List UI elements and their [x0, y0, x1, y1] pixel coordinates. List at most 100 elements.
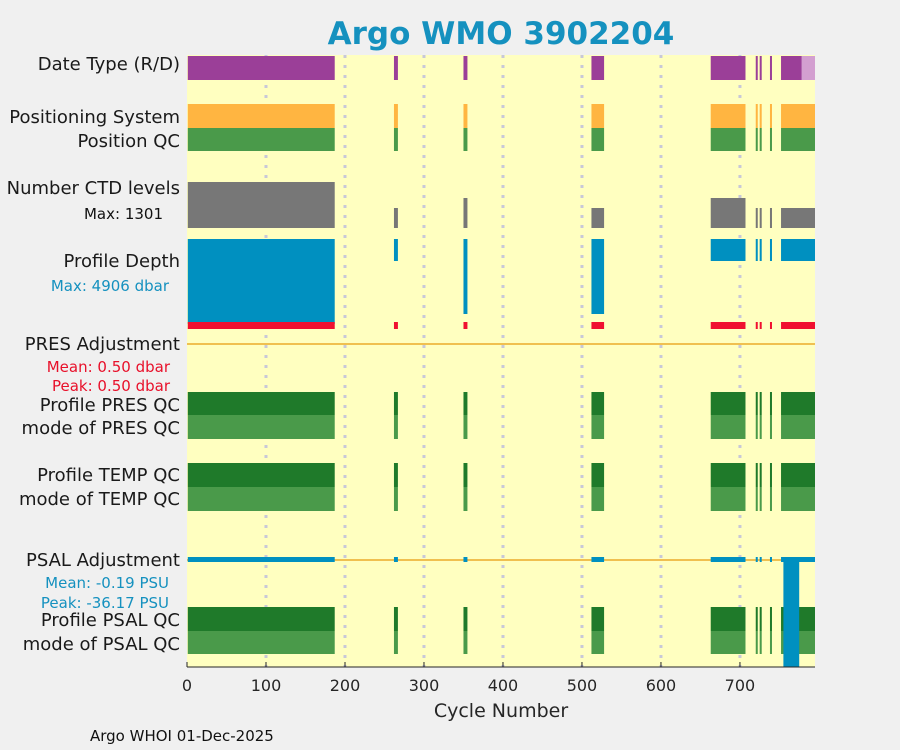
profile-temp-qc-bar — [591, 463, 605, 487]
positioning-system-bar — [463, 104, 468, 128]
profile-psal-qc-bar — [759, 607, 762, 631]
psal-adjustment-bar — [710, 557, 746, 562]
row-label-ctd-levels: Number CTD levels — [7, 178, 180, 199]
ctd-levels-bar — [463, 198, 468, 228]
profile-pres-qc-bar — [591, 392, 605, 415]
profile-psal-qc-bar — [710, 607, 746, 631]
profile-pres-qc-bar — [755, 392, 758, 415]
profile-depth-bar — [755, 239, 758, 261]
date-type-bar — [755, 56, 758, 80]
mode-temp-qc-bar — [710, 487, 746, 511]
psal-adjustment-bar — [591, 557, 605, 562]
profile-psal-qc-bar — [187, 607, 335, 631]
row-label-positioning-system: Positioning System — [9, 107, 180, 128]
profile-depth-bar — [393, 239, 398, 261]
pres-adjustment-bar — [463, 322, 468, 329]
position-qc-bar — [710, 128, 746, 151]
positioning-system-bar — [781, 104, 815, 128]
pres-adjustment-bar — [781, 322, 815, 329]
mode-temp-qc-bar — [187, 487, 335, 511]
ctd-levels-max: Max: 1301 — [84, 205, 163, 223]
profile-depth-max: Max: 4906 dbar — [51, 277, 170, 295]
mode-temp-qc-bar — [781, 487, 815, 511]
date-type-bar — [759, 56, 762, 80]
position-qc-bar — [755, 128, 758, 151]
row-label-profile-psal-qc: Profile PSAL QC — [41, 610, 180, 631]
mode-temp-qc-bar — [393, 487, 398, 511]
row-label-profile-depth: Profile Depth — [63, 251, 180, 272]
positioning-system-bar — [769, 104, 772, 128]
x-axis-label: Cycle Number — [434, 700, 568, 722]
x-tick-label: 300 — [409, 676, 440, 695]
profile-psal-qc-bar — [463, 607, 468, 631]
mode-psal-qc-bar — [463, 631, 468, 654]
mode-pres-qc-bar — [759, 415, 762, 439]
position-qc-bar — [591, 128, 605, 151]
pres-adjustment-bar — [591, 322, 605, 329]
mode-temp-qc-bar — [591, 487, 605, 511]
mode-pres-qc-bar — [393, 415, 398, 439]
profile-depth-bar — [781, 239, 815, 261]
mode-pres-qc-bar — [463, 415, 468, 439]
mode-pres-qc-bar — [769, 415, 772, 439]
mode-psal-qc-bar — [591, 631, 605, 654]
profile-temp-qc-bar — [710, 463, 746, 487]
profile-pres-qc-bar — [187, 392, 335, 415]
x-tick-label: 700 — [725, 676, 756, 695]
position-qc-bar — [187, 128, 335, 151]
psal-adjustment-mean: Mean: -0.19 PSU — [45, 574, 169, 592]
date-type-bar — [187, 56, 335, 80]
pres-adjustment-bar — [769, 322, 772, 329]
row-label-mode-pres-qc: mode of PRES QC — [22, 418, 180, 439]
pres-adjustment-mean: Mean: 0.50 dbar — [47, 358, 171, 376]
profile-pres-qc-bar — [393, 392, 398, 415]
position-qc-bar — [759, 128, 762, 151]
row-label-mode-temp-qc: mode of TEMP QC — [19, 489, 180, 510]
ctd-levels-bar — [187, 182, 335, 228]
mode-temp-qc-bar — [769, 487, 772, 511]
positioning-system-bar — [755, 104, 758, 128]
date-type-bar — [463, 56, 468, 80]
psal-adjustment-peak: Peak: -36.17 PSU — [41, 594, 169, 612]
mode-temp-qc-bar — [755, 487, 758, 511]
position-qc-bar — [393, 128, 398, 151]
x-tick-label: 0 — [182, 676, 192, 695]
row-label-psal-adjustment: PSAL Adjustment — [26, 550, 180, 571]
profile-psal-qc-bar — [591, 607, 605, 631]
profile-depth-bar — [710, 239, 746, 261]
pres-adjustment-bar — [755, 322, 758, 329]
row-label-position-qc: Position QC — [77, 131, 180, 152]
date-type-bar — [591, 56, 605, 80]
x-tick-label: 200 — [330, 676, 361, 695]
ctd-levels-bar — [591, 208, 605, 228]
mode-psal-qc-bar — [187, 631, 335, 654]
footer-credit: Argo WHOI 01-Dec-2025 — [90, 727, 274, 745]
profile-pres-qc-bar — [769, 392, 772, 415]
pres-adjustment-bar — [710, 322, 746, 329]
mode-pres-qc-bar — [591, 415, 605, 439]
positioning-system-bar — [591, 104, 605, 128]
row-label-mode-psal-qc: mode of PSAL QC — [23, 634, 180, 655]
positioning-system-bar — [187, 104, 335, 128]
profile-depth-bar — [463, 239, 468, 314]
mode-temp-qc-bar — [759, 487, 762, 511]
profile-psal-qc-bar — [769, 607, 772, 631]
row-label-profile-pres-qc: Profile PRES QC — [40, 395, 180, 416]
profile-temp-qc-bar — [755, 463, 758, 487]
positioning-system-bar — [710, 104, 746, 128]
x-axis — [186, 662, 815, 668]
data-marks — [187, 56, 815, 667]
grid-lines — [264, 55, 742, 667]
row-label-date-type: Date Type (R/D) — [38, 54, 180, 75]
mode-pres-qc-bar — [187, 415, 335, 439]
profile-depth-bar — [769, 239, 772, 261]
plot-area — [187, 55, 815, 667]
profile-depth-bar — [591, 239, 605, 314]
psal-adjustment-bar — [187, 557, 335, 562]
profile-pres-qc-bar — [759, 392, 762, 415]
row-label-profile-temp-qc: Profile TEMP QC — [37, 465, 180, 486]
position-qc-bar — [463, 128, 468, 151]
date-type-realtime-bar — [801, 56, 815, 80]
profile-temp-qc-bar — [769, 463, 772, 487]
